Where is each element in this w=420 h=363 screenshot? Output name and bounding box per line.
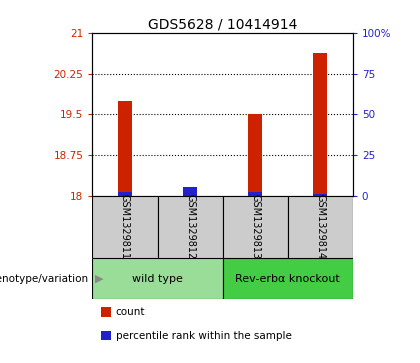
Bar — [313, 53, 328, 196]
Text: Rev-erbα knockout: Rev-erbα knockout — [235, 274, 340, 284]
Text: GSM1329812: GSM1329812 — [185, 194, 195, 260]
Bar — [248, 114, 262, 196]
Bar — [158, 196, 223, 258]
Text: wild type: wild type — [132, 274, 183, 284]
Bar — [92, 196, 158, 258]
Bar — [118, 101, 132, 196]
Text: ▶: ▶ — [94, 274, 103, 284]
Bar — [248, 192, 262, 196]
Bar — [288, 196, 353, 258]
Bar — [223, 258, 353, 299]
Text: GSM1329814: GSM1329814 — [315, 194, 325, 260]
Bar — [183, 191, 197, 196]
Text: percentile rank within the sample: percentile rank within the sample — [116, 331, 291, 341]
Text: GSM1329811: GSM1329811 — [120, 194, 130, 260]
Bar — [313, 193, 328, 196]
Text: GSM1329813: GSM1329813 — [250, 194, 260, 260]
Bar — [92, 258, 223, 299]
Title: GDS5628 / 10414914: GDS5628 / 10414914 — [148, 17, 297, 32]
Bar — [183, 187, 197, 196]
Bar — [118, 192, 132, 196]
Text: count: count — [116, 307, 145, 317]
Bar — [223, 196, 288, 258]
Text: genotype/variation: genotype/variation — [0, 274, 88, 284]
